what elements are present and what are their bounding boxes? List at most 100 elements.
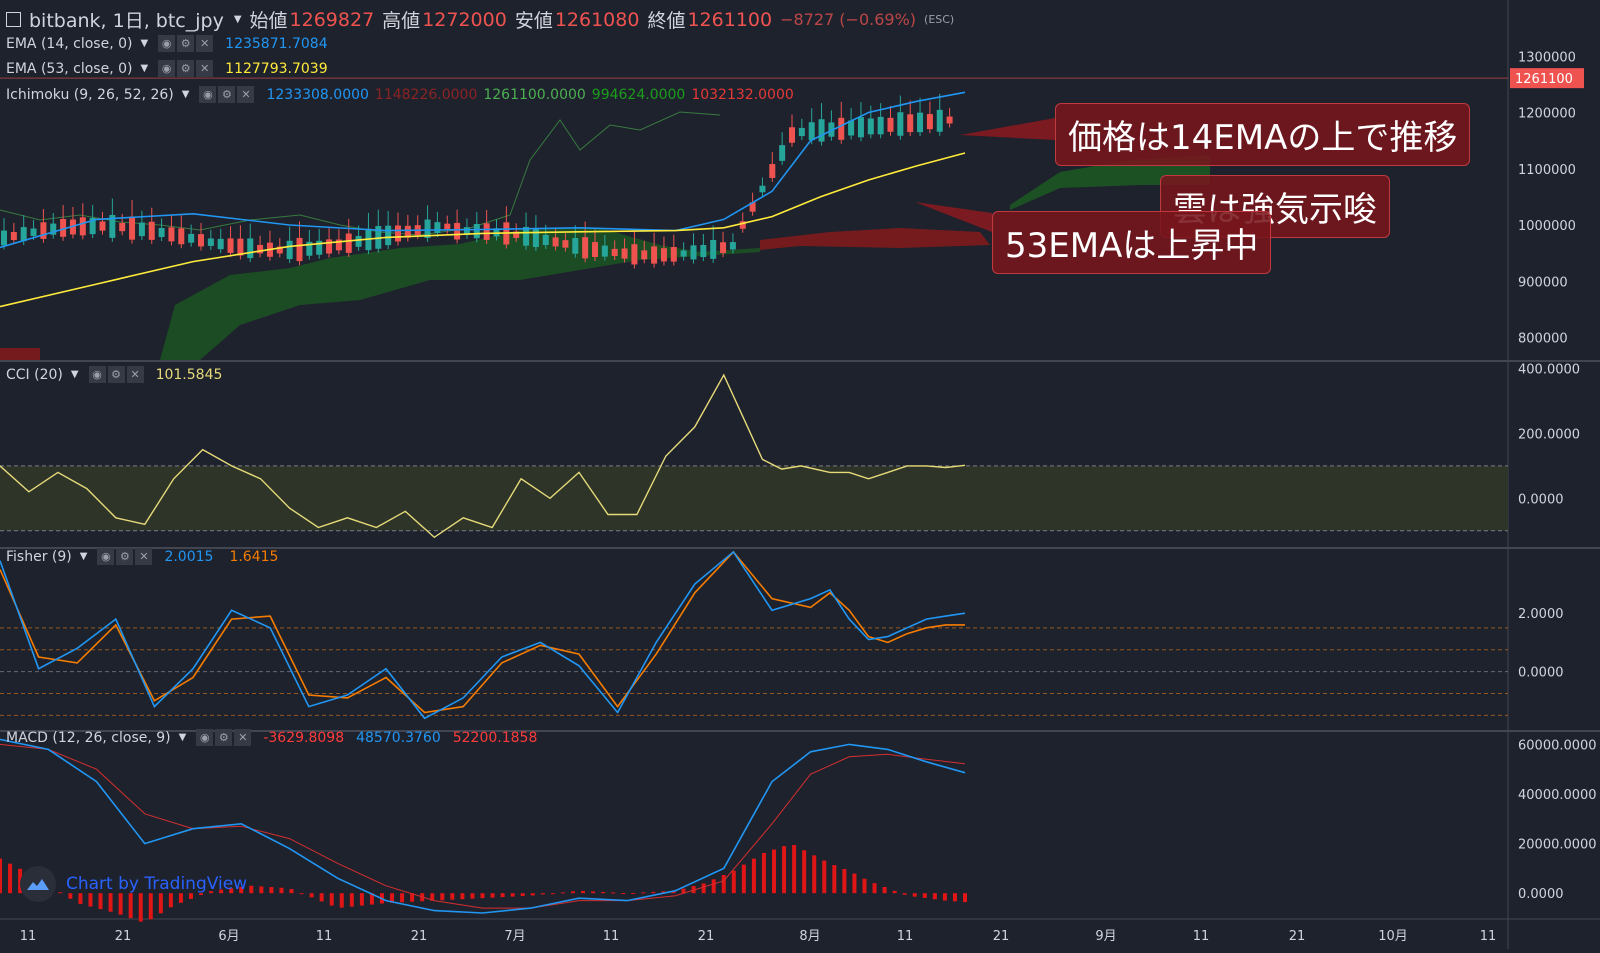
close-icon[interactable]: ✕ bbox=[196, 60, 214, 77]
eye-icon[interactable]: ◉ bbox=[158, 35, 176, 52]
gear-icon[interactable]: ⚙ bbox=[116, 548, 134, 565]
gear-icon[interactable]: ⚙ bbox=[215, 729, 233, 746]
time-axis-tick: 11 bbox=[1193, 929, 1210, 944]
macd-histogram-bar bbox=[711, 879, 716, 894]
candle-body bbox=[818, 119, 825, 142]
close-icon[interactable]: ✕ bbox=[135, 548, 153, 565]
eye-icon[interactable]: ◉ bbox=[199, 86, 217, 103]
legend-macd[interactable]: MACD (12, 26, close, 9) ▼ ◉ ⚙ ✕ -3629.8098 … bbox=[6, 729, 537, 746]
ema14-line bbox=[0, 91, 966, 249]
candle-body bbox=[60, 218, 67, 237]
chevron-down-icon[interactable]: ▼ bbox=[178, 732, 187, 743]
chevron-down-icon[interactable]: ▼ bbox=[140, 63, 149, 74]
candle-body bbox=[20, 227, 27, 242]
macd-histogram-bar bbox=[681, 888, 686, 894]
candle-body bbox=[552, 237, 559, 247]
watermark-text[interactable]: Chart by TradingView bbox=[66, 874, 248, 894]
eye-icon[interactable]: ◉ bbox=[97, 548, 115, 565]
candle-body bbox=[542, 234, 549, 246]
macd-name[interactable]: MACD (12, 26, close, 9) bbox=[6, 729, 171, 746]
macd-histogram-bar bbox=[138, 893, 143, 922]
chevron-down-icon[interactable]: ▼ bbox=[79, 551, 88, 562]
gear-icon[interactable]: ⚙ bbox=[177, 60, 195, 77]
macd-histogram-bar bbox=[570, 891, 575, 894]
macd-histogram-value: -3629.8098 bbox=[263, 729, 345, 746]
legend-ichimoku[interactable]: Ichimoku (9, 26, 52, 26) ▼ ◉ ⚙ ✕ 1233308.00… bbox=[6, 86, 794, 103]
candle-body bbox=[572, 238, 579, 254]
candle-body bbox=[217, 238, 224, 250]
candle-body bbox=[582, 237, 589, 259]
close-icon[interactable]: ✕ bbox=[234, 729, 252, 746]
chevron-down-icon[interactable]: ▼ bbox=[70, 369, 79, 380]
macd-histogram-bar bbox=[751, 858, 756, 894]
gear-icon[interactable]: ⚙ bbox=[177, 35, 195, 52]
legend-ema14[interactable]: EMA (14, close, 0) ▼ ◉ ⚙ ✕ 1235871.7084 bbox=[6, 35, 328, 52]
candle-body bbox=[848, 120, 855, 136]
ema53-name[interactable]: EMA (53, close, 0) bbox=[6, 60, 133, 77]
chevron-down-icon[interactable]: ▼ bbox=[181, 89, 190, 100]
collapse-icon[interactable] bbox=[6, 12, 21, 27]
chevron-down-icon[interactable]: ▼ bbox=[233, 14, 242, 25]
ema53-line bbox=[0, 152, 966, 308]
macd-histogram-bar bbox=[148, 893, 153, 920]
callout-price-above-ema[interactable]: 価格は14EMAの上で推移 bbox=[1055, 103, 1471, 166]
close-icon[interactable]: ✕ bbox=[126, 366, 144, 383]
close-icon[interactable]: ✕ bbox=[237, 86, 255, 103]
gear-icon[interactable]: ⚙ bbox=[107, 366, 125, 383]
candle-body bbox=[532, 229, 539, 247]
macd-signal-value: 52200.1858 bbox=[452, 729, 538, 746]
candle-body bbox=[592, 242, 598, 257]
legend-cci[interactable]: CCI (20) ▼ ◉ ⚙ ✕ 101.5845 bbox=[6, 366, 222, 383]
eye-icon[interactable]: ◉ bbox=[88, 366, 106, 383]
eye-icon[interactable]: ◉ bbox=[196, 729, 214, 746]
macd-histogram-bar bbox=[802, 850, 807, 894]
callout-ema53-rising[interactable]: 53EMAは上昇中 bbox=[992, 211, 1272, 274]
close-icon[interactable]: ✕ bbox=[196, 35, 214, 52]
chevron-down-icon[interactable]: ▼ bbox=[140, 38, 149, 49]
time-axis-tick: 8月 bbox=[799, 929, 820, 944]
macd-histogram-bar bbox=[279, 887, 284, 894]
ema14-value: 1235871.7084 bbox=[225, 35, 328, 52]
macd-signal-line bbox=[0, 743, 966, 909]
macd-histogram-bar bbox=[209, 891, 214, 894]
macd-histogram-bar bbox=[862, 878, 867, 894]
macd-histogram-bar bbox=[912, 893, 917, 897]
macd-histogram-bar bbox=[500, 893, 505, 898]
fisher-axis-tick: 2.0000 bbox=[1518, 607, 1564, 622]
eye-icon[interactable]: ◉ bbox=[158, 60, 176, 77]
gear-icon[interactable]: ⚙ bbox=[218, 86, 236, 103]
price-axis-tick: 1300000 bbox=[1518, 50, 1576, 65]
time-axis-tick: 11 bbox=[20, 929, 37, 944]
last-price-text: 1261100 bbox=[1515, 72, 1573, 87]
candle-body bbox=[198, 234, 204, 247]
macd-histogram-bar bbox=[520, 893, 525, 897]
ema14-name[interactable]: EMA (14, close, 0) bbox=[6, 35, 133, 52]
cci-name[interactable]: CCI (20) bbox=[6, 366, 63, 383]
ichimoku-cloud-red bbox=[760, 228, 990, 250]
macd-histogram-bar bbox=[229, 888, 234, 894]
macd-histogram-bar bbox=[68, 893, 73, 899]
ichimoku-name[interactable]: Ichimoku (9, 26, 52, 26) bbox=[6, 86, 174, 103]
ichimoku-cloud-past bbox=[0, 348, 40, 360]
candle-body bbox=[897, 112, 904, 136]
macd-histogram-bar bbox=[530, 893, 535, 896]
macd-histogram-bar bbox=[872, 883, 877, 894]
candle-body bbox=[798, 127, 805, 137]
macd-axis-tick: 0.0000 bbox=[1518, 887, 1564, 902]
macd-histogram-bar bbox=[671, 890, 676, 894]
macd-line bbox=[0, 738, 966, 914]
macd-histogram-bar bbox=[812, 855, 817, 894]
ichimoku-cloud-green bbox=[160, 228, 760, 360]
tradingview-watermark[interactable]: Chart by TradingView bbox=[20, 866, 247, 902]
symbol-label[interactable]: bitbank, 1日, btc_jpy bbox=[29, 10, 224, 32]
macd-histogram-bar bbox=[560, 892, 565, 894]
legend-ema53[interactable]: EMA (53, close, 0) ▼ ◉ ⚙ ✕ 1127793.7039 bbox=[6, 60, 328, 77]
macd-histogram-bar bbox=[581, 890, 586, 894]
macd-histogram-bar bbox=[470, 893, 475, 899]
candle-body bbox=[335, 239, 342, 251]
macd-histogram-bar bbox=[289, 889, 294, 894]
legend-fisher[interactable]: Fisher (9) ▼ ◉ ⚙ ✕ 2.0015 1.6415 bbox=[6, 548, 278, 565]
candle-body bbox=[867, 118, 874, 135]
macd-histogram-bar bbox=[761, 852, 766, 894]
fisher-name[interactable]: Fisher (9) bbox=[6, 548, 72, 565]
